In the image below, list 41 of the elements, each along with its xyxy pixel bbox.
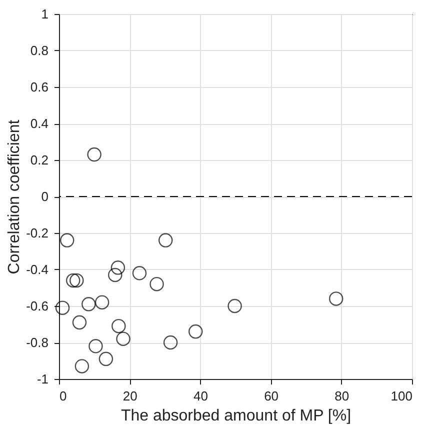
point xyxy=(108,268,122,282)
y-tick-label: -0.8 xyxy=(26,335,48,350)
y-tick-label: -1 xyxy=(36,372,48,386)
x-tick-label: 100 xyxy=(390,388,412,404)
y-tick-label: 0 xyxy=(41,189,48,204)
point xyxy=(55,300,70,315)
x-tick-label: 40 xyxy=(193,388,208,404)
y-tick-label: -0.6 xyxy=(26,298,48,314)
y-tick-label: -0.4 xyxy=(26,262,48,277)
point xyxy=(72,315,87,330)
point xyxy=(188,324,203,339)
point xyxy=(94,295,110,310)
point xyxy=(87,147,102,162)
point xyxy=(98,352,114,366)
y-tick-label: 0.2 xyxy=(30,152,48,168)
y-axis-title: Correlation coefficient xyxy=(6,119,24,274)
y-tick-label: 1 xyxy=(41,6,48,22)
point xyxy=(88,339,103,354)
y-tick-label: 0.8 xyxy=(30,43,48,58)
point xyxy=(116,332,130,346)
y-tick-label: -0.2 xyxy=(26,226,48,240)
point xyxy=(66,273,80,288)
point xyxy=(110,260,126,275)
point xyxy=(228,298,242,314)
x-axis-title: The absorbed amount of MP [%] xyxy=(120,408,352,424)
x-tick-label: 60 xyxy=(264,388,279,404)
x-tick-label: 0 xyxy=(60,388,67,404)
point xyxy=(112,318,126,334)
point xyxy=(132,266,147,280)
point xyxy=(150,276,164,292)
point xyxy=(70,273,84,288)
y-tick-label: 0.4 xyxy=(30,116,48,131)
point xyxy=(82,297,96,312)
x-tick-label: 20 xyxy=(122,388,138,404)
point xyxy=(158,233,173,248)
point xyxy=(60,233,74,248)
point xyxy=(74,359,90,374)
x-tick-label: 80 xyxy=(334,388,350,404)
point xyxy=(328,292,344,306)
y-tick-label: 0.6 xyxy=(30,80,48,94)
point xyxy=(163,335,178,350)
